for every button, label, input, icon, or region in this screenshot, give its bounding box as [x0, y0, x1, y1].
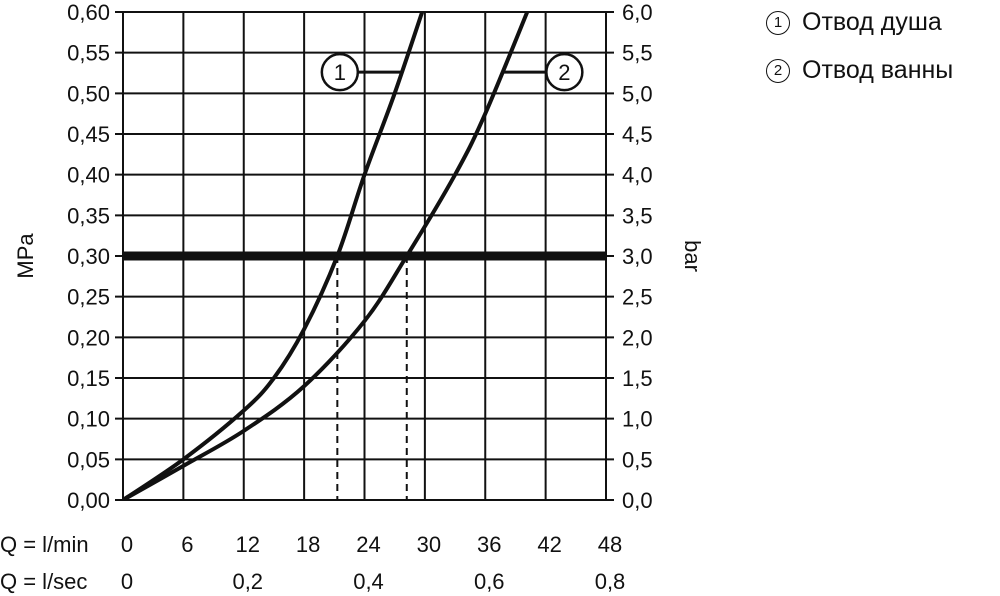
x2-tick-label: 0,6	[474, 569, 505, 594]
y-right-tick-label: 2,5	[622, 285, 653, 310]
reference-line-group	[123, 251, 606, 500]
x-tick-label: 12	[236, 532, 260, 557]
tick-labels: 0,000,050,100,150,200,250,300,350,400,45…	[67, 0, 652, 594]
y-right-tick-label: 1,0	[622, 407, 653, 432]
y-left-tick-label: 0,10	[67, 407, 110, 432]
y-left-tick-label: 0,00	[67, 488, 110, 513]
y-right-tick-label: 2,0	[622, 325, 653, 350]
x2-tick-label: 0,4	[353, 569, 384, 594]
y-right-tick-label: 1,5	[622, 366, 653, 391]
y-right-tick-label: 3,0	[622, 244, 653, 269]
callout-label-1: 1	[334, 60, 346, 85]
x-tick-label: 24	[356, 532, 380, 557]
callout-circle-2	[545, 52, 584, 92]
x2-tick-label: 0,2	[232, 569, 263, 594]
series-curves	[123, 12, 530, 500]
legend-label-2: Отвод ванны	[802, 56, 954, 84]
x-tick-label: 30	[417, 532, 441, 557]
legend-item-2: 2 Отвод ванны	[766, 56, 953, 85]
y-left-tick-label: 0,35	[67, 203, 110, 228]
y-right-tick-label: 3,5	[622, 203, 653, 228]
y-left-tick-label: 0,45	[67, 122, 110, 147]
y-right-tick-label: 0,0	[622, 488, 653, 513]
x-tick-label: 42	[537, 532, 561, 557]
y-right-axis-title: bar	[680, 240, 705, 272]
x-axis-unit-lmin: Q = l/min	[0, 532, 89, 557]
series-line-2	[123, 12, 530, 500]
callout-label-2: 2	[558, 60, 570, 85]
x-tick-label: 18	[296, 532, 320, 557]
legend-number-1: 1	[766, 11, 790, 35]
x-tick-label: 0	[121, 532, 133, 557]
y-left-tick-label: 0,40	[67, 163, 110, 188]
y-left-tick-label: 0,20	[67, 325, 110, 350]
x-tick-label: 36	[477, 532, 501, 557]
y-left-axis-title: MPa	[13, 233, 38, 279]
y-left-tick-label: 0,30	[67, 244, 110, 269]
y-left-tick-label: 0,60	[67, 0, 110, 25]
legend-label-1: Отвод душа	[802, 8, 942, 36]
legend-item-1: 1 Отвод душа	[766, 8, 942, 37]
y-right-tick-label: 5,0	[622, 81, 653, 106]
y-right-tick-label: 4,5	[622, 122, 653, 147]
y-right-tick-label: 6,0	[622, 0, 653, 25]
x2-tick-label: 0,8	[595, 569, 626, 594]
x2-tick-label: 0	[121, 569, 133, 594]
x-tick-label: 48	[598, 532, 622, 557]
y-right-tick-label: 4,0	[622, 163, 653, 188]
y-left-tick-label: 0,50	[67, 81, 110, 106]
x-tick-label: 6	[181, 532, 193, 557]
y-left-tick-label: 0,05	[67, 447, 110, 472]
y-right-tick-label: 0,5	[622, 447, 653, 472]
legend-number-2: 2	[766, 59, 790, 83]
series-line-1	[123, 12, 425, 500]
y-right-tick-label: 5,5	[622, 41, 653, 66]
y-left-tick-label: 0,55	[67, 41, 110, 66]
callout-circle-1	[320, 52, 360, 92]
y-left-tick-label: 0,25	[67, 285, 110, 310]
y-left-tick-label: 0,15	[67, 366, 110, 391]
x-axis-unit-lsec: Q = l/sec	[0, 569, 87, 594]
